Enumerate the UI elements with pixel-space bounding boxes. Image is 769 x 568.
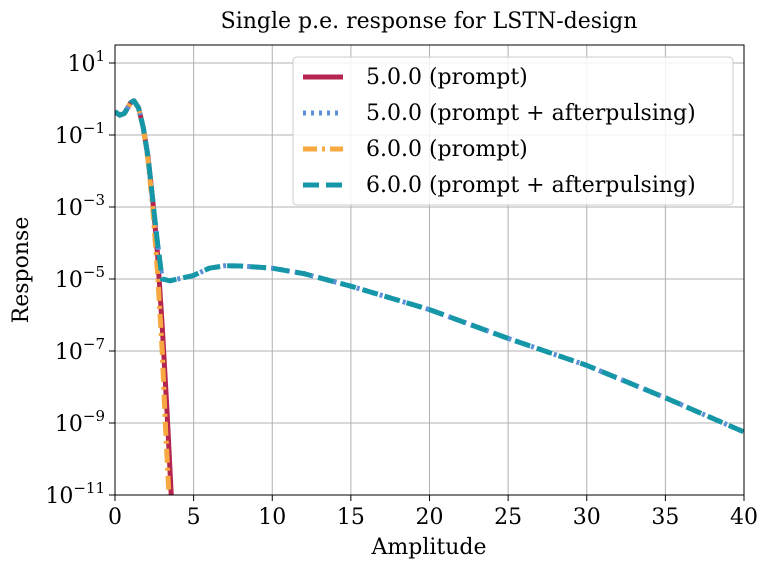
legend: 5.0.0 (prompt) 5.0.0 (prompt + afterpulsi… [292,56,734,206]
x-axis-label: Amplitude [370,535,486,560]
x-tick-label: 5 [187,505,201,530]
x-tick-label: 0 [108,505,122,530]
x-tick-label: 35 [651,505,679,530]
x-tick-label: 30 [573,505,601,530]
x-tick-label: 10 [258,505,286,530]
legend-label-1: 5.0.0 (prompt) [366,65,528,90]
x-tick-label: 20 [416,505,444,530]
x-tick-label: 15 [337,505,365,530]
legend-label-3: 6.0.0 (prompt) [366,137,528,162]
x-axis: 0 5 10 15 20 25 30 35 40 [108,495,758,530]
series-line-4 [115,98,744,435]
y-tick-label: 10−7 [55,335,105,365]
y-tick-label: 10−5 [55,263,105,293]
legend-label-4: 6.0.0 (prompt + afterpulsing) [366,173,696,198]
series-line-2 [115,98,744,435]
y-tick-label: 10−1 [55,119,105,149]
series-group [115,98,744,495]
x-tick-label: 25 [494,505,522,530]
y-tick-label: 101 [67,47,105,77]
y-axis: 101 10−1 10−3 10−5 10−7 10−9 10−11 [45,47,115,509]
y-axis-label: Response [9,217,34,324]
legend-label-2: 5.0.0 (prompt + afterpulsing) [366,101,696,126]
legend-box [292,56,734,206]
y-tick-label: 10−11 [45,479,105,509]
y-tick-label: 10−3 [55,191,105,221]
x-tick-label: 40 [730,505,758,530]
chart-title: Single p.e. response for LSTN-design [221,9,638,34]
y-tick-label: 10−9 [55,407,105,437]
